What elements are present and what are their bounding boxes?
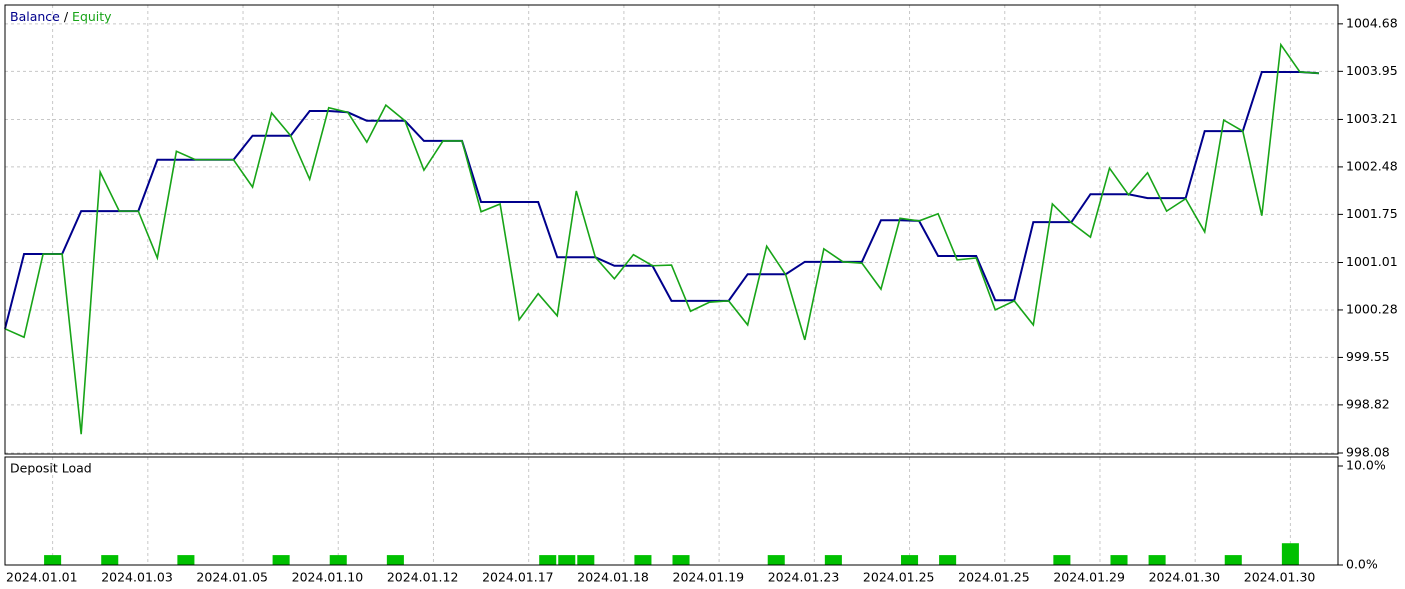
legend-balance: Balance (10, 9, 60, 24)
y-tick-label: 998.82 (1346, 396, 1390, 411)
main-panel: 1004.68 1003.95 1003.21 1002.48 1001.75 1001.… (4, 4, 1398, 585)
x-tick-label: 2024.01.25 (958, 570, 1030, 585)
y-tick-label: 0.0% (1346, 557, 1378, 572)
y-tick-label: 1001.75 (1346, 206, 1398, 221)
bar (1110, 555, 1128, 565)
y-tick-label: 1004.68 (1346, 15, 1398, 30)
bar (177, 555, 195, 565)
legend-equity: Equity (72, 9, 112, 24)
x-tick-label: 2024.01.23 (768, 570, 840, 585)
bar (901, 555, 919, 565)
bar (1053, 555, 1071, 565)
y-tick-label: 1003.21 (1346, 111, 1398, 126)
bar (939, 555, 957, 565)
bar (1224, 555, 1242, 565)
bar (272, 555, 290, 565)
bar (1281, 543, 1299, 565)
x-tick-label: 2024.01.03 (101, 570, 173, 585)
x-tick-label: 2024.01.18 (577, 570, 649, 585)
y-tick-label: 1001.01 (1346, 254, 1398, 269)
legend-separator: / (64, 9, 69, 24)
x-tick-label: 2024.01.10 (292, 570, 364, 585)
y-tick-label: 1003.95 (1346, 63, 1398, 78)
x-tick-label: 2024.01.30 (1149, 570, 1221, 585)
y-tick-label: 1002.48 (1346, 158, 1398, 173)
panel-frame (4, 456, 1339, 566)
bar (1148, 555, 1166, 565)
bar (824, 555, 842, 565)
bar (329, 555, 347, 565)
y-tick-label: 998.08 (1346, 445, 1390, 460)
x-tick-label: 2024.01.01 (6, 570, 78, 585)
series-line (4, 42, 1320, 435)
bar (386, 555, 404, 565)
x-tick-label: 2024.01.25 (863, 570, 935, 585)
x-tick-label: 2024.01.29 (1053, 570, 1125, 585)
bar (44, 555, 62, 565)
y-tick-label: 1000.28 (1346, 301, 1398, 316)
bar (539, 555, 557, 565)
panel-frame (4, 4, 1339, 455)
y-tick-label: 999.55 (1346, 349, 1390, 364)
x-tick-label: 2024.01.30 (1244, 570, 1316, 585)
x-tick-label: 2024.01.12 (387, 570, 459, 585)
bar (101, 555, 119, 565)
x-tick-label: 2024.01.05 (196, 570, 268, 585)
bar (577, 555, 595, 565)
x-tick-label: 2024.01.17 (482, 570, 554, 585)
panel-title: Deposit Load (10, 461, 92, 476)
legend: Balance / Equity (10, 9, 112, 24)
bar (672, 555, 690, 565)
x-tick-label: 2024.01.19 (673, 570, 745, 585)
y-tick-label: 10.0% (1346, 458, 1386, 473)
bar (767, 555, 785, 565)
bar (558, 555, 576, 565)
bar (634, 555, 652, 565)
